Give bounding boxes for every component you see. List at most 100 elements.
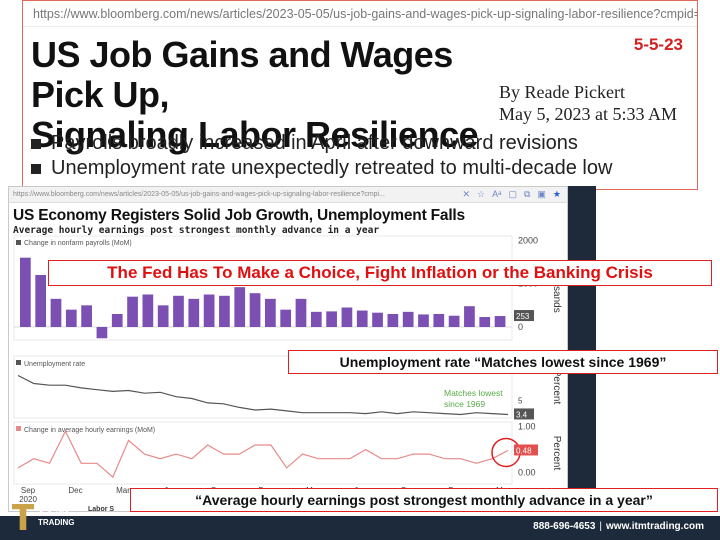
date-tag: 5-5-23: [633, 35, 683, 54]
unemp-annotation-line2: since 1969: [444, 399, 485, 409]
itm-logo-icon: [12, 504, 34, 530]
bar-last-value-badge: [514, 310, 534, 322]
bullet-item: Payrolls broadly increased in April afte…: [31, 131, 612, 156]
chart-url-bar[interactable]: https://www.bloomberg.com/news/articles/…: [9, 187, 567, 203]
ahe-x-tick: Dec: [68, 486, 82, 495]
unemp-annotation-line1: Matches lowest: [444, 388, 503, 398]
article-timestamp: May 5, 2023 at 5:33 AM: [499, 104, 677, 124]
ahe-x-year: 2020: [19, 495, 37, 504]
payroll-bar: [127, 296, 138, 327]
payroll-bar: [479, 317, 491, 327]
payroll-bar: [418, 314, 429, 327]
earnings-caption: “Average hourly earnings post strongest …: [130, 488, 718, 512]
headline-line-1: US Job Gains and Wages Pick Up,: [31, 34, 453, 115]
ahe-y-tick: 1.00: [518, 422, 536, 432]
legend-swatch-icon: [16, 426, 21, 431]
payroll-bar: [188, 298, 200, 327]
favorite-icon[interactable]: ★: [552, 189, 561, 199]
phone-number[interactable]: 888-696-4653: [533, 521, 596, 532]
chart-source-fragment: Labor S: [88, 506, 114, 513]
payroll-bar: [142, 294, 154, 327]
author: By Reade Pickert: [499, 82, 625, 102]
article-url-bar[interactable]: https://www.bloomberg.com/news/articles/…: [23, 1, 697, 27]
headline-line-2: Signaling Labor Resilience: [31, 114, 479, 155]
unemployment-caption: Unemployment rate “Matches lowest since …: [288, 350, 718, 374]
ahe-y-label: Percent: [551, 436, 562, 471]
payroll-bar: [341, 307, 353, 327]
bar-legend: Change in nonfarm payrolls (MoM): [24, 240, 132, 247]
star-icon[interactable]: ☆: [477, 189, 486, 199]
unemp-last-value-badge: [514, 408, 534, 420]
ahe-last-value-badge: [514, 444, 538, 456]
payroll-bar: [81, 305, 92, 327]
payroll-bar: [356, 310, 368, 327]
bullet-square-icon: [31, 138, 41, 149]
close-icon[interactable]: ✕: [462, 189, 471, 199]
unemp-panel-frame: [13, 355, 513, 419]
legend-swatch-icon: [16, 240, 21, 245]
unemp-y-tick: 5: [518, 396, 523, 405]
payroll-bar: [173, 295, 184, 327]
payroll-bar: [96, 327, 108, 339]
fed-banner: The Fed Has To Make a Choice, Fight Infl…: [48, 260, 712, 286]
footer-bar: 888-696-4653 | www.itmtrading.com: [0, 516, 720, 540]
unemp-legend: Unemployment rate: [24, 361, 85, 368]
footer-contact: 888-696-4653 | www.itmtrading.com: [533, 521, 704, 532]
unemp-last-value: 3.4: [516, 410, 528, 419]
bar-y-tick: 0: [518, 322, 523, 332]
bar-panel-frame: [13, 235, 513, 341]
payroll-bar: [295, 298, 307, 327]
chart-url-text: https://www.bloomberg.com/news/articles/…: [13, 191, 385, 198]
bullet-square-icon: [31, 163, 41, 174]
bookmark-icon[interactable]: ▢: [508, 189, 517, 199]
ahe-x-tick: Sep: [21, 486, 36, 495]
bar-last-value: 253: [516, 312, 530, 321]
payroll-bar: [402, 311, 414, 327]
bar-y-tick: 2000: [518, 235, 538, 245]
payroll-bar: [372, 312, 383, 327]
bar-y-label: Thousands: [551, 263, 562, 312]
payroll-bar: [50, 298, 62, 327]
payroll-bar: [464, 306, 475, 327]
earnings-line: [17, 429, 509, 479]
logo-itm-text: ITM: [38, 503, 70, 520]
ahe-x-tick: Mar: [116, 486, 130, 495]
payroll-bar: [265, 298, 276, 327]
payroll-bar: [326, 311, 337, 327]
legend-swatch-icon: [16, 360, 21, 365]
payroll-bar: [249, 293, 261, 327]
payroll-bar: [494, 316, 506, 327]
website-link[interactable]: www.itmtrading.com: [606, 521, 704, 532]
payroll-bar: [203, 294, 215, 327]
payroll-bar: [387, 314, 399, 327]
background-strip: [566, 186, 596, 496]
payroll-bar: [433, 314, 445, 327]
payroll-bar: [111, 314, 123, 327]
article-bullets: Payrolls broadly increased in April afte…: [31, 131, 612, 181]
bullet-item: Unemployment rate unexpectedly retreated…: [31, 156, 612, 181]
tabs-icon[interactable]: ▣: [537, 189, 546, 199]
itm-logo: ITM TRADING: [12, 504, 74, 530]
payroll-bar: [234, 287, 246, 327]
ahe-panel-frame: [13, 421, 513, 485]
article-screenshot: https://www.bloomberg.com/news/articles/…: [22, 0, 698, 190]
chart-subtitle: Average hourly earnings post strongest m…: [13, 225, 380, 236]
collections-icon[interactable]: ⧉: [523, 189, 531, 199]
payroll-bar: [219, 295, 230, 327]
payroll-bar: [280, 309, 292, 327]
browser-toolbar: ✕ ☆ Aᵃ ▢ ⧉ ▣ ★: [462, 189, 561, 200]
logo-trading-text: TRADING: [38, 518, 75, 527]
reader-icon[interactable]: Aᵃ: [492, 189, 502, 199]
ahe-last-value: 0.48: [516, 446, 532, 455]
chart-screenshot: https://www.bloomberg.com/news/articles/…: [8, 186, 568, 512]
ahe-legend: Change in average hourly earnings (MoM): [24, 427, 155, 434]
article-headline: US Job Gains and Wages Pick Up, Signalin…: [31, 35, 531, 155]
ahe-y-tick: 0.00: [518, 468, 536, 478]
unemp-y-label: Percent: [551, 370, 562, 405]
payroll-bar: [35, 275, 47, 327]
chart-title: US Economy Registers Solid Job Growth, U…: [13, 207, 465, 224]
payroll-bar: [20, 257, 31, 327]
payroll-bar: [448, 315, 460, 327]
